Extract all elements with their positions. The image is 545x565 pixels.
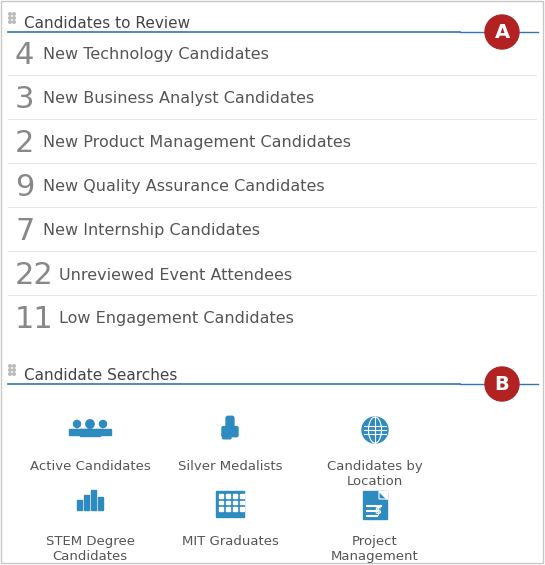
Text: New Quality Assurance Candidates: New Quality Assurance Candidates: [43, 180, 325, 194]
Text: Candidates to Review: Candidates to Review: [24, 15, 190, 31]
Circle shape: [485, 367, 519, 401]
FancyBboxPatch shape: [69, 429, 85, 435]
Circle shape: [13, 369, 15, 371]
Circle shape: [9, 12, 11, 15]
Circle shape: [13, 373, 15, 375]
Text: Candidate Searches: Candidate Searches: [24, 367, 177, 383]
Text: STEM Degree
Candidates: STEM Degree Candidates: [45, 535, 135, 563]
FancyBboxPatch shape: [91, 490, 96, 510]
Text: Low Engagement Candidates: Low Engagement Candidates: [59, 311, 294, 327]
Circle shape: [74, 420, 81, 428]
FancyBboxPatch shape: [226, 501, 230, 504]
Text: Project
Management
Candidates: Project Management Candidates: [331, 535, 419, 565]
Text: 3: 3: [15, 85, 34, 114]
Circle shape: [13, 12, 15, 15]
Circle shape: [13, 21, 15, 23]
FancyBboxPatch shape: [226, 494, 230, 498]
FancyBboxPatch shape: [233, 507, 237, 511]
FancyBboxPatch shape: [240, 507, 244, 511]
Circle shape: [13, 17, 15, 19]
Text: Unreviewed Event Attendees: Unreviewed Event Attendees: [59, 267, 292, 282]
Circle shape: [86, 420, 94, 428]
FancyBboxPatch shape: [219, 501, 223, 504]
Text: 4: 4: [15, 41, 34, 69]
Circle shape: [9, 369, 11, 371]
FancyBboxPatch shape: [233, 501, 237, 504]
FancyBboxPatch shape: [219, 494, 223, 498]
Text: 2: 2: [15, 128, 34, 158]
FancyBboxPatch shape: [80, 429, 100, 436]
FancyBboxPatch shape: [222, 427, 238, 437]
Ellipse shape: [73, 429, 81, 435]
FancyBboxPatch shape: [226, 507, 230, 511]
Circle shape: [100, 420, 106, 428]
FancyBboxPatch shape: [226, 416, 234, 432]
Circle shape: [362, 417, 388, 443]
Text: New Business Analyst Candidates: New Business Analyst Candidates: [43, 92, 314, 106]
FancyBboxPatch shape: [363, 491, 387, 519]
FancyBboxPatch shape: [95, 429, 111, 435]
Circle shape: [13, 364, 15, 367]
FancyBboxPatch shape: [98, 497, 103, 510]
Text: 9: 9: [15, 172, 34, 202]
Circle shape: [9, 364, 11, 367]
Text: Active Candidates: Active Candidates: [29, 460, 150, 473]
Text: New Technology Candidates: New Technology Candidates: [43, 47, 269, 63]
Circle shape: [485, 15, 519, 49]
FancyBboxPatch shape: [77, 500, 82, 510]
Circle shape: [9, 17, 11, 19]
Circle shape: [9, 373, 11, 375]
Text: 22: 22: [15, 260, 54, 289]
Text: $: $: [374, 506, 381, 516]
FancyBboxPatch shape: [240, 494, 244, 498]
Circle shape: [9, 21, 11, 23]
Text: Candidates by
Location: Candidates by Location: [327, 460, 423, 488]
FancyBboxPatch shape: [84, 495, 89, 510]
Text: New Product Management Candidates: New Product Management Candidates: [43, 136, 351, 150]
Ellipse shape: [85, 429, 95, 436]
Polygon shape: [379, 491, 387, 499]
FancyBboxPatch shape: [216, 491, 244, 517]
Text: New Internship Candidates: New Internship Candidates: [43, 224, 260, 238]
FancyBboxPatch shape: [219, 507, 223, 511]
Text: Silver Medalists: Silver Medalists: [178, 460, 282, 473]
Text: 7: 7: [15, 216, 34, 246]
Text: MIT Graduates: MIT Graduates: [181, 535, 278, 548]
FancyBboxPatch shape: [222, 432, 231, 439]
Text: 11: 11: [15, 305, 54, 333]
FancyBboxPatch shape: [233, 494, 237, 498]
FancyBboxPatch shape: [240, 501, 244, 504]
Text: B: B: [495, 375, 510, 393]
Ellipse shape: [99, 429, 107, 435]
Text: A: A: [494, 23, 510, 41]
